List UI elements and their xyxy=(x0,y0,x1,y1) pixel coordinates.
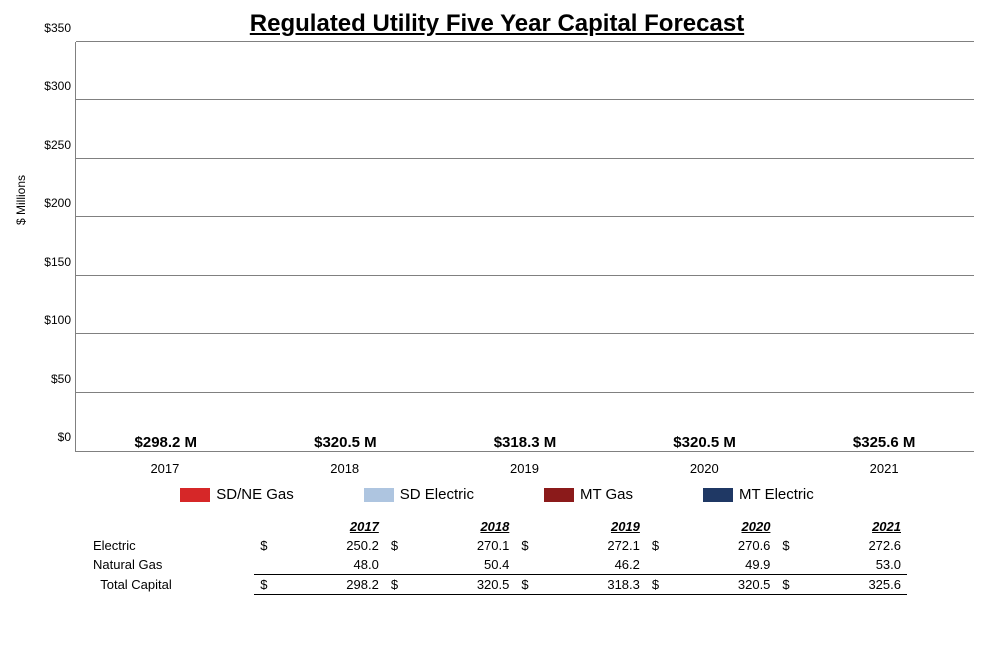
y-tick-label: $150 xyxy=(26,255,71,269)
table-dollar-sign xyxy=(646,555,669,575)
table-dollar-sign: $ xyxy=(254,575,277,595)
legend-swatch xyxy=(544,488,574,502)
table-dollar-sign: $ xyxy=(776,536,799,555)
x-category-label: 2019 xyxy=(453,461,597,476)
gridline xyxy=(76,99,974,100)
table-cell: 48.0 xyxy=(277,555,385,575)
legend-label: SD/NE Gas xyxy=(216,486,294,503)
table-dollar-sign: $ xyxy=(776,575,799,595)
legend-label: MT Gas xyxy=(580,486,633,503)
table-year-header: 2021 xyxy=(799,517,907,536)
legend: SD/NE Gas SD Electric MT Gas MT Electric xyxy=(20,486,974,503)
bar-total-label: $320.5 M xyxy=(314,434,377,451)
gridline xyxy=(76,392,974,393)
y-tick-label: $300 xyxy=(26,79,71,93)
table-dollar-sign xyxy=(515,555,538,575)
legend-item: SD Electric xyxy=(364,486,474,503)
bars-container: $298.2 M $320.5 M $318.3 M $320.5 M $325.6 M xyxy=(76,42,974,451)
legend-label: MT Electric xyxy=(739,486,814,503)
table-dollar-sign: $ xyxy=(646,536,669,555)
table-dollar-sign: $ xyxy=(515,575,538,595)
data-table: 20172018201920202021Electric$250.2$270.1… xyxy=(87,517,907,595)
table-row: Total Capital$298.2$320.5$318.3$320.5$32… xyxy=(87,575,907,595)
legend-item: MT Electric xyxy=(703,486,814,503)
table-cell: 320.5 xyxy=(669,575,777,595)
bar-total-label: $320.5 M xyxy=(673,434,736,451)
table-dollar-sign xyxy=(385,555,408,575)
table-cell: 298.2 xyxy=(277,575,385,595)
bar-total-label: $298.2 M xyxy=(135,434,198,451)
y-tick-label: $100 xyxy=(26,313,71,327)
chart-area: $ Millions $298.2 M$320.5 M$318.3 M$320.… xyxy=(20,42,974,457)
x-category-label: 2017 xyxy=(93,461,237,476)
table-cell: 272.1 xyxy=(538,536,646,555)
y-tick-label: $350 xyxy=(26,21,71,35)
x-category-label: 2020 xyxy=(632,461,776,476)
table-cell: 318.3 xyxy=(538,575,646,595)
gridline xyxy=(76,275,974,276)
table-dollar-sign: $ xyxy=(515,536,538,555)
table-cell: 53.0 xyxy=(799,555,907,575)
y-tick-label: $50 xyxy=(26,372,71,386)
table-year-header: 2019 xyxy=(538,517,646,536)
table-row-label: Electric xyxy=(87,536,254,555)
table-row: Electric$250.2$270.1$272.1$270.6$272.6 xyxy=(87,536,907,555)
legend-swatch xyxy=(180,488,210,502)
table-cell: 250.2 xyxy=(277,536,385,555)
gridline xyxy=(76,333,974,334)
legend-item: MT Gas xyxy=(544,486,633,503)
table-cell: 49.9 xyxy=(669,555,777,575)
table-row-label: Total Capital xyxy=(87,575,254,595)
table-dollar-sign: $ xyxy=(385,536,408,555)
legend-swatch xyxy=(703,488,733,502)
table-dollar-sign: $ xyxy=(646,575,669,595)
table-year-header: 2017 xyxy=(277,517,385,536)
x-category-label: 2018 xyxy=(273,461,417,476)
table-header-row: 2017 2018 2019 2020 2021 xyxy=(87,517,907,536)
table-dollar-sign: $ xyxy=(385,575,408,595)
table-cell: 325.6 xyxy=(799,575,907,595)
table-dollar-sign xyxy=(776,555,799,575)
table-cell: 270.6 xyxy=(669,536,777,555)
table-cell: 46.2 xyxy=(538,555,646,575)
chart-title: Regulated Utility Five Year Capital Fore… xyxy=(20,10,974,38)
bar-total-label: $325.6 M xyxy=(853,434,916,451)
table-cell: 320.5 xyxy=(408,575,516,595)
table-row: Natural Gas 48.0 50.4 46.2 49.9 53.0 xyxy=(87,555,907,575)
legend-label: SD Electric xyxy=(400,486,474,503)
y-tick-label: $250 xyxy=(26,138,71,152)
table-year-header: 2018 xyxy=(408,517,516,536)
legend-item: SD/NE Gas xyxy=(180,486,294,503)
legend-swatch xyxy=(364,488,394,502)
y-tick-label: $200 xyxy=(26,196,71,210)
table-cell: 50.4 xyxy=(408,555,516,575)
plot-area: $298.2 M $320.5 M $318.3 M $320.5 M $325.6 M… xyxy=(75,42,974,452)
table-dollar-sign xyxy=(254,555,277,575)
table-row-label: Natural Gas xyxy=(87,555,254,575)
gridline xyxy=(76,158,974,159)
x-axis-categories: 2017 2018 2019 2020 2021 xyxy=(20,461,974,476)
y-tick-label: $0 xyxy=(26,430,71,444)
gridline xyxy=(76,216,974,217)
table-dollar-sign: $ xyxy=(254,536,277,555)
gridline xyxy=(76,41,974,42)
table-cell: 272.6 xyxy=(799,536,907,555)
x-category-label: 2021 xyxy=(812,461,956,476)
table-year-header: 2020 xyxy=(669,517,777,536)
table-cell: 270.1 xyxy=(408,536,516,555)
bar-total-label: $318.3 M xyxy=(494,434,557,451)
